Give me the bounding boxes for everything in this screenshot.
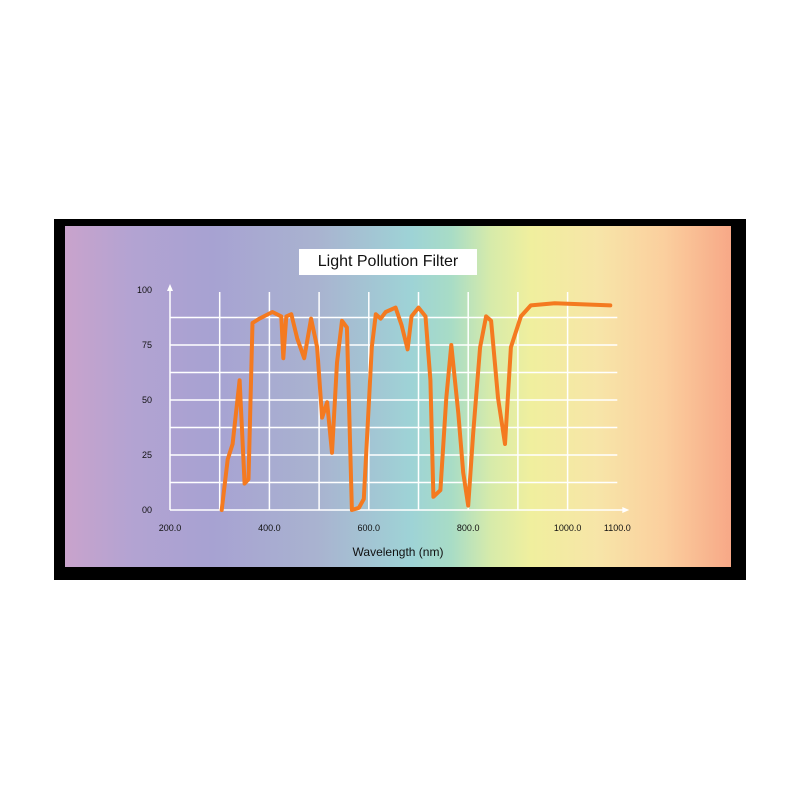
y-tick-label: 50 bbox=[142, 395, 152, 405]
y-tick-label: 75 bbox=[142, 340, 152, 350]
y-tick-label: 25 bbox=[142, 450, 152, 460]
y-tick-label: 00 bbox=[142, 505, 152, 515]
chart-title: Light Pollution Filter bbox=[299, 249, 477, 275]
x-tick-label: 200.0 bbox=[159, 523, 182, 533]
x-tick-label: 1000.0 bbox=[554, 523, 582, 533]
x-tick-label: 400.0 bbox=[258, 523, 281, 533]
y-axis-arrow-icon bbox=[167, 284, 173, 291]
x-axis-label: Wavelength (nm) bbox=[353, 545, 444, 559]
x-axis-arrow-icon bbox=[622, 507, 630, 513]
y-tick-label: 100 bbox=[137, 285, 152, 295]
x-tick-label: 1100.0 bbox=[604, 523, 631, 533]
x-tick-label: 800.0 bbox=[457, 523, 480, 533]
series-line bbox=[219, 301, 613, 512]
x-tick-label: 600.0 bbox=[358, 523, 381, 533]
